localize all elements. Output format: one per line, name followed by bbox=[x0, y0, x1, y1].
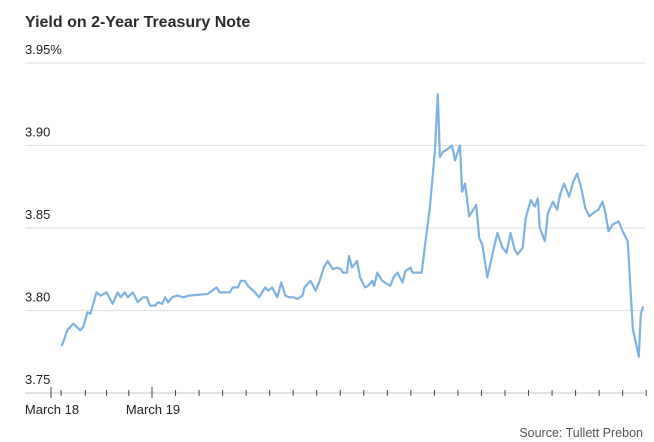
gridlines bbox=[25, 62, 645, 394]
y-tick-label: 3.85 bbox=[25, 207, 50, 222]
x-tick-label: March 19 bbox=[126, 402, 180, 417]
y-tick-label: 3.75 bbox=[25, 372, 50, 387]
yield-line bbox=[60, 93, 645, 358]
x-axis: March 18 March 19 bbox=[25, 387, 647, 417]
series-layer bbox=[60, 93, 645, 358]
y-tick-label: 3.90 bbox=[25, 125, 50, 140]
x-tick-label: March 18 bbox=[25, 402, 79, 417]
y-tick-label: 3.80 bbox=[25, 290, 50, 305]
source-note: Source: Tullett Prebon bbox=[519, 426, 643, 440]
y-tick-label: 3.95% bbox=[25, 42, 62, 57]
chart-title: Yield on 2-Year Treasury Note bbox=[25, 14, 250, 31]
y-axis-labels: 3.95% 3.90 3.85 3.80 3.75 bbox=[25, 42, 62, 387]
